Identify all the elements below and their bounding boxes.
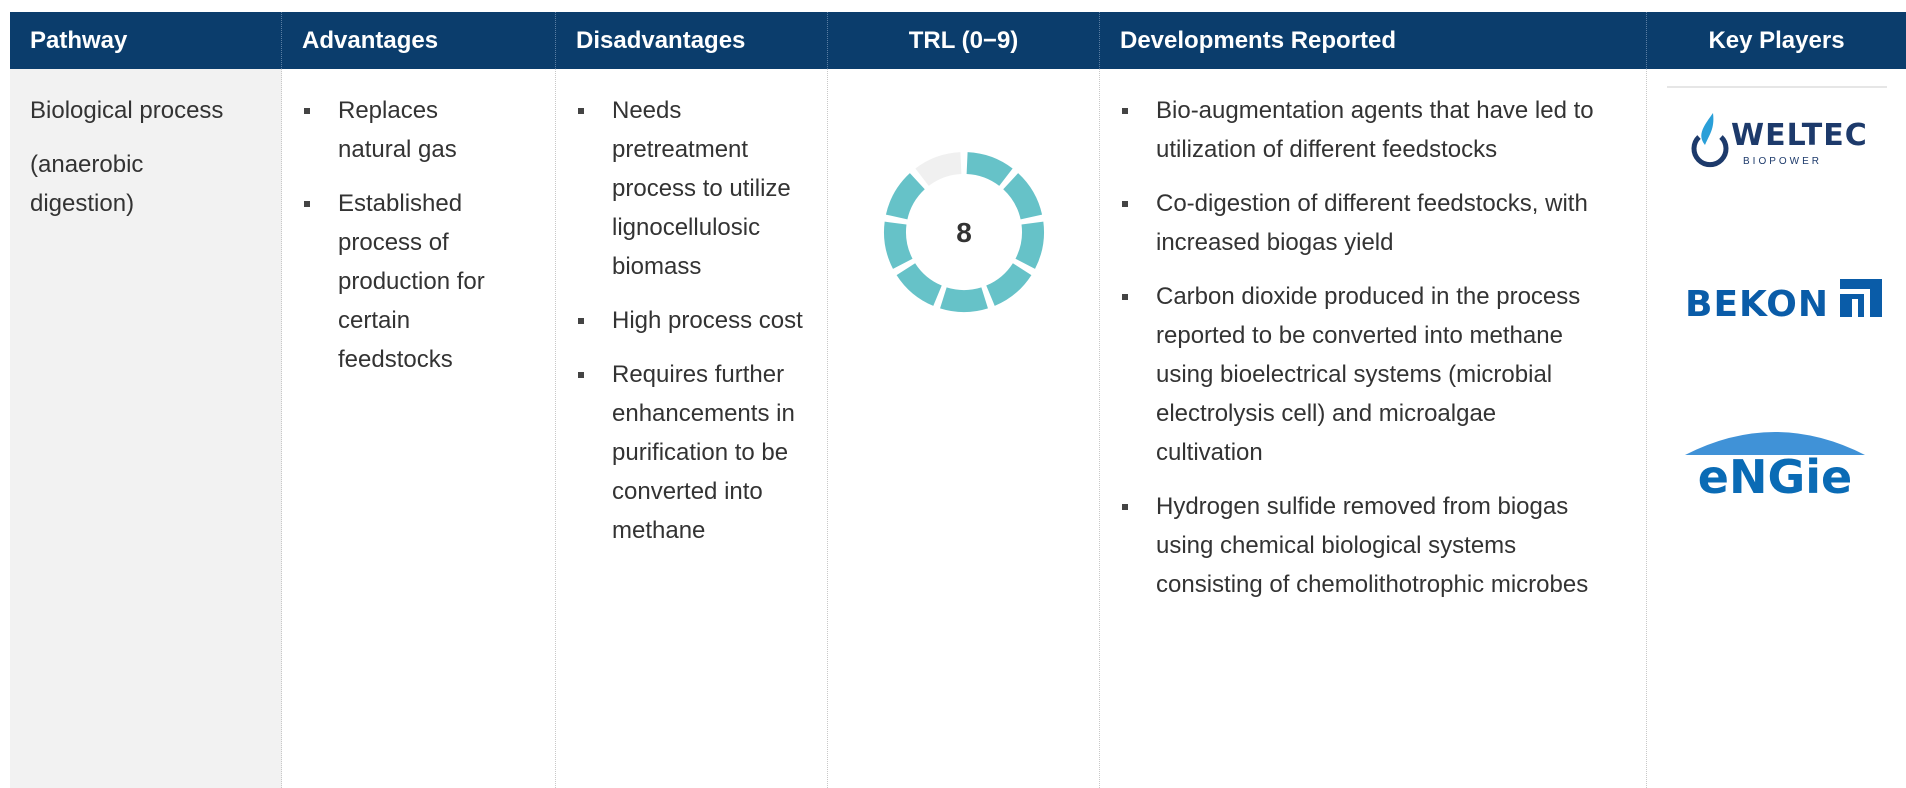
disadvantages-cell: Needs pretreatment process to utilize li… (556, 69, 828, 788)
trl-segment (986, 263, 1032, 306)
table: Pathway Advantages Disadvantages TRL (0−… (10, 12, 1906, 788)
bullet-item: Established process of production for ce… (302, 184, 495, 379)
bullet-item: Hydrogen sulfide removed from biogas usi… (1120, 487, 1606, 604)
bullet-list: Replaces natural gas Established process … (302, 91, 495, 379)
trl-segment (884, 221, 913, 269)
trl-segment-empty (915, 152, 962, 186)
bullet-item: Bio-augmentation agents that have led to… (1120, 91, 1606, 169)
header-cell: Advantages (282, 12, 556, 69)
bullet (1122, 294, 1128, 300)
bullet-item: Co-digestion of different feedstocks, wi… (1120, 184, 1606, 262)
bullet-text: Carbon dioxide produced in the process r… (1156, 283, 1581, 466)
trl-value: 8 (956, 217, 972, 248)
trl-segment (1015, 221, 1044, 269)
trl-cell: 8 (828, 69, 1100, 788)
key-players-cell: WELTEC BIOPOWER BEKON eNGie (1647, 69, 1906, 788)
bullet (304, 108, 310, 114)
bullet-text: Hydrogen sulfide removed from biogas usi… (1156, 493, 1589, 598)
header-cell: Pathway (10, 12, 282, 69)
bullet-text: High process cost (612, 307, 803, 334)
trl-segment (896, 263, 942, 306)
developments-cell: Bio-augmentation agents that have led to… (1100, 69, 1647, 788)
header-cell: Developments Reported (1100, 12, 1647, 69)
bullet (578, 108, 584, 114)
bullet-text: Needs pretreatment process to utilize li… (612, 97, 791, 280)
logos: WELTEC BIOPOWER BEKON eNGie (1667, 86, 1887, 504)
logo-name: BEKON (1685, 284, 1829, 325)
trl-donut: 8 (884, 152, 1044, 312)
header-cell: Key Players (1647, 12, 1906, 69)
bullet-text: Established process of production for ce… (338, 190, 485, 373)
bullet-item: Carbon dioxide produced in the process r… (1120, 277, 1606, 472)
bullet-item: Requires further enhancements in purific… (576, 355, 813, 550)
bullet (1122, 108, 1128, 114)
trl-segment (940, 287, 988, 312)
bullet-text: Replaces natural gas (338, 97, 457, 163)
header-cell: TRL (0−9) (828, 12, 1100, 69)
bekon-mark (1840, 289, 1870, 294)
advantages-cell: Replaces natural gas Established process … (282, 69, 556, 788)
bullet-list: Needs pretreatment process to utilize li… (576, 91, 813, 550)
logo-name: eNGie (1698, 450, 1852, 504)
pathway-cell: Biological process (anaerobic digestion) (10, 69, 282, 788)
logo-sub: BIOPOWER (1743, 156, 1822, 167)
bullet (1122, 504, 1128, 510)
bekon-mark (1864, 294, 1870, 317)
trl-segment (966, 152, 1013, 186)
weltec-ring (1691, 135, 1729, 168)
header-cell: Disadvantages (556, 12, 828, 69)
engie-arc (1685, 432, 1865, 455)
bullet-text: Bio-augmentation agents that have led to… (1156, 97, 1594, 163)
bullet (578, 372, 584, 378)
bekon-mark (1840, 279, 1882, 317)
bullet-text: Requires further enhancements in purific… (612, 361, 795, 544)
bullet (1122, 201, 1128, 207)
bekon-mark (1852, 299, 1858, 317)
bullet-item: Needs pretreatment process to utilize li… (576, 91, 813, 286)
bullet (578, 318, 584, 324)
trl-segment (885, 173, 925, 220)
bullet-item: Replaces natural gas (302, 91, 495, 169)
bullet-text: Co-digestion of different feedstocks, wi… (1156, 190, 1588, 256)
bullet-item: High process cost (576, 301, 813, 340)
trl-segment (1003, 173, 1043, 220)
bullet (304, 201, 310, 207)
pathway-text: (anaerobic digestion) (30, 151, 144, 217)
pathway-text: Biological process (30, 97, 224, 124)
weltec-flame (1701, 113, 1714, 145)
bullet-list: Bio-augmentation agents that have led to… (1120, 91, 1606, 604)
logo-name: WELTEC (1731, 118, 1868, 153)
